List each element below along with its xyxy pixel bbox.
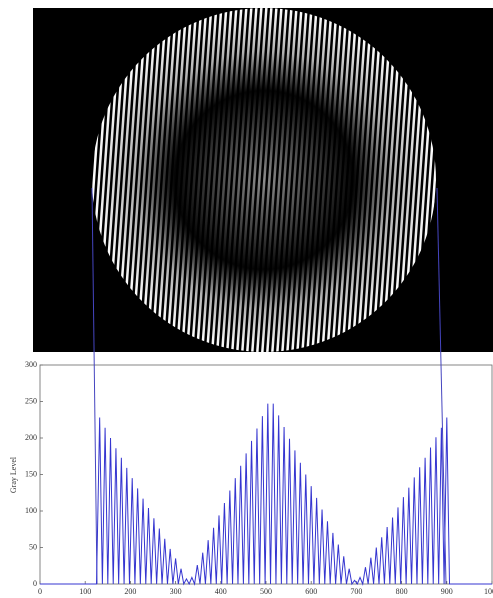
- fringe-pattern: [92, 8, 436, 352]
- x-tick-label: 800: [396, 587, 408, 596]
- connector-line: [91, 187, 98, 585]
- x-tick-label: 300: [170, 587, 182, 596]
- y-tick-label: 100: [25, 506, 37, 515]
- connector-line: [436, 187, 447, 585]
- y-tick-label: 0: [33, 579, 37, 588]
- y-tick-label: 200: [25, 433, 37, 442]
- x-tick-label: 100: [79, 587, 91, 596]
- x-tick-label: 200: [124, 587, 136, 596]
- y-tick-label: 300: [25, 360, 37, 369]
- x-tick-label: 500: [260, 587, 272, 596]
- x-tick-label: 700: [350, 587, 362, 596]
- x-tick-label: 900: [441, 587, 453, 596]
- y-tick-label: 150: [25, 469, 37, 478]
- x-tick-label: 400: [215, 587, 227, 596]
- y-tick-label: 50: [29, 542, 37, 551]
- y-tick-label: 250: [25, 396, 37, 405]
- x-tick-label: 1000: [484, 587, 493, 596]
- x-tick-label: 0: [38, 587, 42, 596]
- x-tick-label: 600: [305, 587, 317, 596]
- y-axis-label: Gray Level: [9, 456, 18, 493]
- gray-level-line: [40, 403, 492, 586]
